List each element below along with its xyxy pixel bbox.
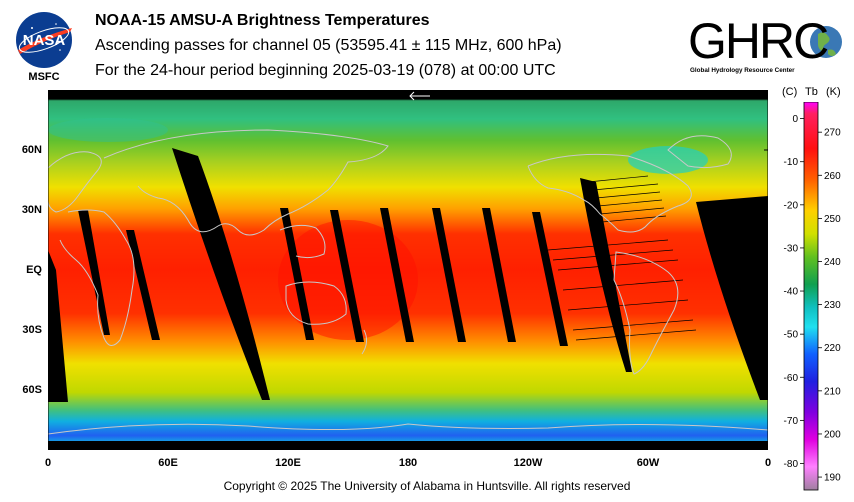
ghrc-wordmark: GHRC [688,13,828,69]
ghrc-subtitle: Global Hydrology Resource Center [690,67,795,74]
lon-label-120e: 120E [275,457,301,469]
arrow-marker [409,91,430,101]
colorbar-header-kelvin: (K) [826,86,841,98]
colorbar-header-celsius: (C) [782,86,798,98]
map-ticks [764,149,768,391]
title-line-3: For the 24-hour period beginning 2025-03… [95,62,556,79]
title-line-1: NOAA-15 AMSU-A Brightness Temperatures [95,12,430,29]
colorbar-kelvin-label: 190 [824,473,841,484]
lat-label-30s: 30S [22,324,42,336]
nasa-wordmark: NASA [23,32,66,49]
title-line-2: Ascending passes for channel 05 (53595.4… [95,37,562,54]
lon-label-120w: 120W [513,457,543,469]
colorbar-kelvin-label: 200 [824,429,841,440]
cold-region-greenland [628,146,708,174]
colorbar-kelvin-label: 260 [824,171,841,182]
colorbar-celsius-label: -40 [784,287,799,298]
lon-label-0-left: 0 [44,457,52,469]
colorbar-celsius-label: -10 [784,157,799,168]
colorbar-celsius-label: 0 [792,114,798,125]
brightness-temperature-map [48,90,768,450]
colorbar-gradient [803,102,819,491]
nasa-logo: NASA MSFC [16,12,72,82]
colorbar: 270 0 260 -10 250 -20 240 -30 230 -40 220 -50 210 -60… [784,102,841,491]
scan-line-artifacts [547,175,697,341]
colorbar-kelvin-label: 270 [824,128,841,139]
colorbar-kelvin-label: 220 [824,343,841,354]
cold-region-arctic [48,118,168,142]
colorbar-kelvin-label: 240 [824,257,841,268]
colorbar-kelvin-label: 210 [824,386,841,397]
colorbar-header-tb: Tb [805,86,818,98]
colorbar-celsius-label: -60 [784,373,799,384]
colorbar-kelvin-label: 230 [824,300,841,311]
ghrc-logo: GHRC Global Hydrology Resource Center [688,13,842,74]
lat-label-60n: 60N [21,144,42,156]
colorbar-celsius-label: -30 [784,243,799,254]
colorbar-celsius-label: -80 [784,459,799,470]
lon-label-0-right: 0 [764,457,772,469]
lat-label-30n: 30N [21,204,42,216]
lon-label-180: 180 [398,457,418,469]
lat-label-60s: 60S [22,384,42,396]
lat-label-eq: EQ [26,264,42,276]
coastlines [48,129,768,435]
colorbar-celsius-label: -70 [784,416,799,427]
colorbar-celsius-label: -50 [784,330,799,341]
colorbar-celsius-label: -20 [784,200,799,211]
missing-data-gaps [48,90,768,450]
lon-label-60e: 60E [158,457,178,469]
msfc-label: MSFC [28,71,59,82]
lon-label-60w: 60W [636,457,660,469]
colorbar-kelvin-label: 250 [824,214,841,225]
copyright-notice: Copyright © 2025 The University of Alaba… [223,479,631,493]
